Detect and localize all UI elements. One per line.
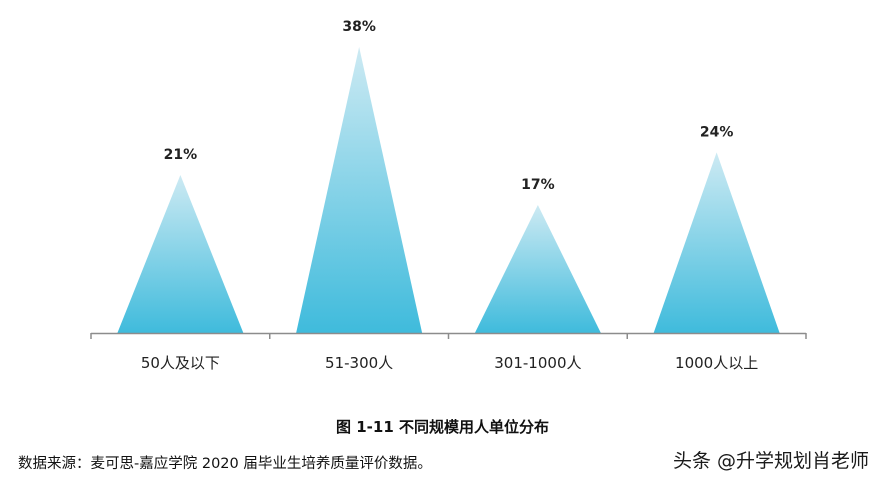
category-label-2: 51-300人 [325, 354, 393, 372]
chart: 21% 50人及以下 38% 51-300人 17% 301-1000人 24% 1000人以… [90, 19, 807, 372]
category-label-3: 301-1000人 [494, 354, 581, 372]
value-label-1: 21% [164, 147, 198, 163]
watermark: 头条 @升学规划肖老师 [672, 450, 869, 472]
value-label-4: 24% [700, 124, 734, 140]
peak-3 [474, 205, 601, 333]
peak-4 [653, 152, 780, 333]
peak-1 [117, 174, 244, 333]
value-label-2: 38% [342, 19, 376, 35]
category-label-1: 50人及以下 [141, 354, 220, 372]
data-source-note: 数据来源：麦可思-嘉应学院 2020 届毕业生培养质量评价数据。 [18, 456, 432, 472]
peak-2 [296, 47, 423, 333]
category-label-4: 1000人以上 [675, 354, 758, 372]
figure-caption: 图 1-11 不同规模用人单位分布 [336, 418, 549, 436]
value-label-3: 17% [521, 177, 555, 193]
